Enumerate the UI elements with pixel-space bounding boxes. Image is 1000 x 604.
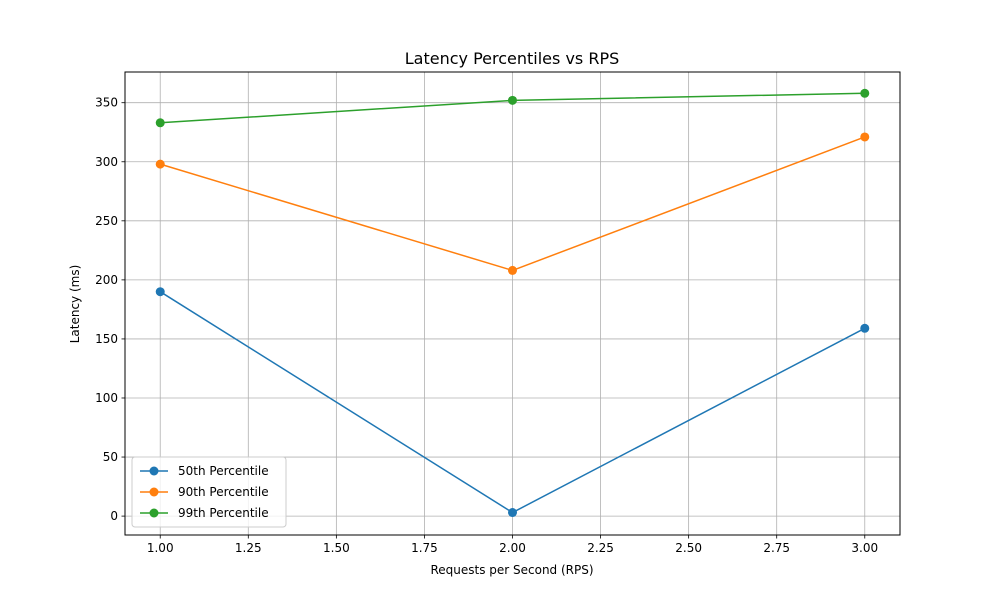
legend-item: 99th Percentile [140,506,269,520]
series-1 [155,287,870,518]
x-tick-label: 2.25 [587,541,614,555]
data-point [508,95,517,105]
data-point [860,323,870,333]
series-2 [155,132,870,275]
x-tick-label: 1.50 [323,541,350,555]
y-tick-label: 350 [95,96,118,110]
legend-box [131,456,287,528]
y-tick-label: 200 [95,273,118,287]
data-point [155,159,165,169]
x-tick-label: 1.25 [235,541,262,555]
legend-label: 50th Percentile [178,464,269,478]
y-tick-label: 300 [95,155,118,169]
data-point [155,118,165,128]
y-tick-label: 250 [95,214,118,228]
x-tick-label: 3.00 [851,541,878,555]
y-axis-ticks: 0 50 100 150 200 250 300 350 [95,96,125,523]
x-axis-label: Requests per Second (RPS) [430,563,593,577]
legend-marker [149,487,159,497]
data-point [860,88,870,98]
x-tick-label: 2.50 [675,541,702,555]
legend-label: 99th Percentile [178,506,269,520]
y-axis-label: Latency (ms) [68,265,82,344]
legend-marker [149,466,159,476]
data-point [860,132,870,142]
data-point [508,508,517,518]
chart-title: Latency Percentiles vs RPS [405,49,620,68]
x-axis-ticks: 1.00 1.25 1.50 1.75 2.00 2.25 2.50 2.75 3.00 [147,535,878,555]
series-layer [155,88,870,518]
legend-item: 50th Percentile [140,464,269,478]
data-point [508,265,517,275]
legend-items: 50th Percentile 90th Percentile 99th Perce… [140,464,269,520]
y-tick-label: 150 [95,332,118,346]
x-tick-label: 2.00 [499,541,526,555]
data-point [155,287,165,297]
y-tick-label: 50 [103,450,118,464]
x-tick-label: 2.75 [763,541,790,555]
series-3 [155,88,870,128]
y-tick-label: 100 [95,391,118,405]
legend-marker [149,508,159,518]
legend: 50th Percentile 90th Percentile 99th Perce… [131,456,287,528]
legend-label: 90th Percentile [178,485,269,499]
legend-item: 90th Percentile [140,485,269,499]
x-tick-label: 1.00 [147,541,174,555]
y-tick-label: 0 [110,509,118,523]
x-tick-label: 1.75 [411,541,438,555]
